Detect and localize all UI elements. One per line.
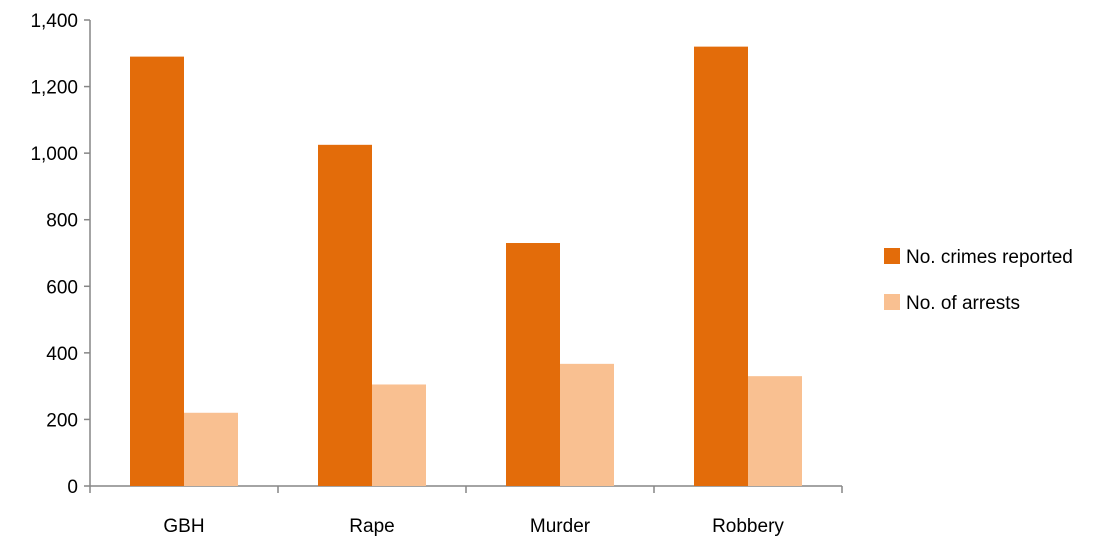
legend-label: No. of arrests [906, 293, 1020, 314]
x-tick-label: Murder [530, 516, 591, 537]
bar-arrests [560, 363, 614, 486]
y-tick-label: 800 [46, 211, 78, 232]
legend-swatch [884, 294, 900, 310]
legend-swatch [884, 248, 900, 264]
bar-crimes-reported [318, 144, 372, 487]
y-tick-label: 0 [67, 477, 78, 498]
x-tick-label: Rape [349, 516, 394, 537]
y-tick-label: 400 [46, 344, 78, 365]
legend: No. crimes reported No. of arrests [884, 247, 1073, 314]
bar-crimes-reported [694, 46, 748, 486]
y-tick-label: 200 [46, 410, 78, 431]
legend-label: No. crimes reported [906, 247, 1073, 268]
bar-arrests [184, 412, 238, 486]
y-tick-labels: 0 200 400 600 800 1,000 1,200 1,400 [30, 11, 78, 498]
x-tick-label: Robbery [712, 516, 784, 537]
y-tick-label: 1,000 [30, 144, 78, 165]
bars [130, 46, 802, 487]
x-tick-labels: GBH Rape Murder Robbery [163, 516, 784, 537]
bar-arrests [372, 384, 426, 486]
bar-arrests [748, 376, 802, 486]
bar-crimes-reported [130, 56, 184, 486]
bar-crimes-reported [506, 243, 560, 486]
y-tick-label: 1,400 [30, 11, 78, 32]
x-tick-label: GBH [163, 516, 204, 537]
y-tick-label: 600 [46, 277, 78, 298]
y-tick-label: 1,200 [30, 78, 78, 99]
